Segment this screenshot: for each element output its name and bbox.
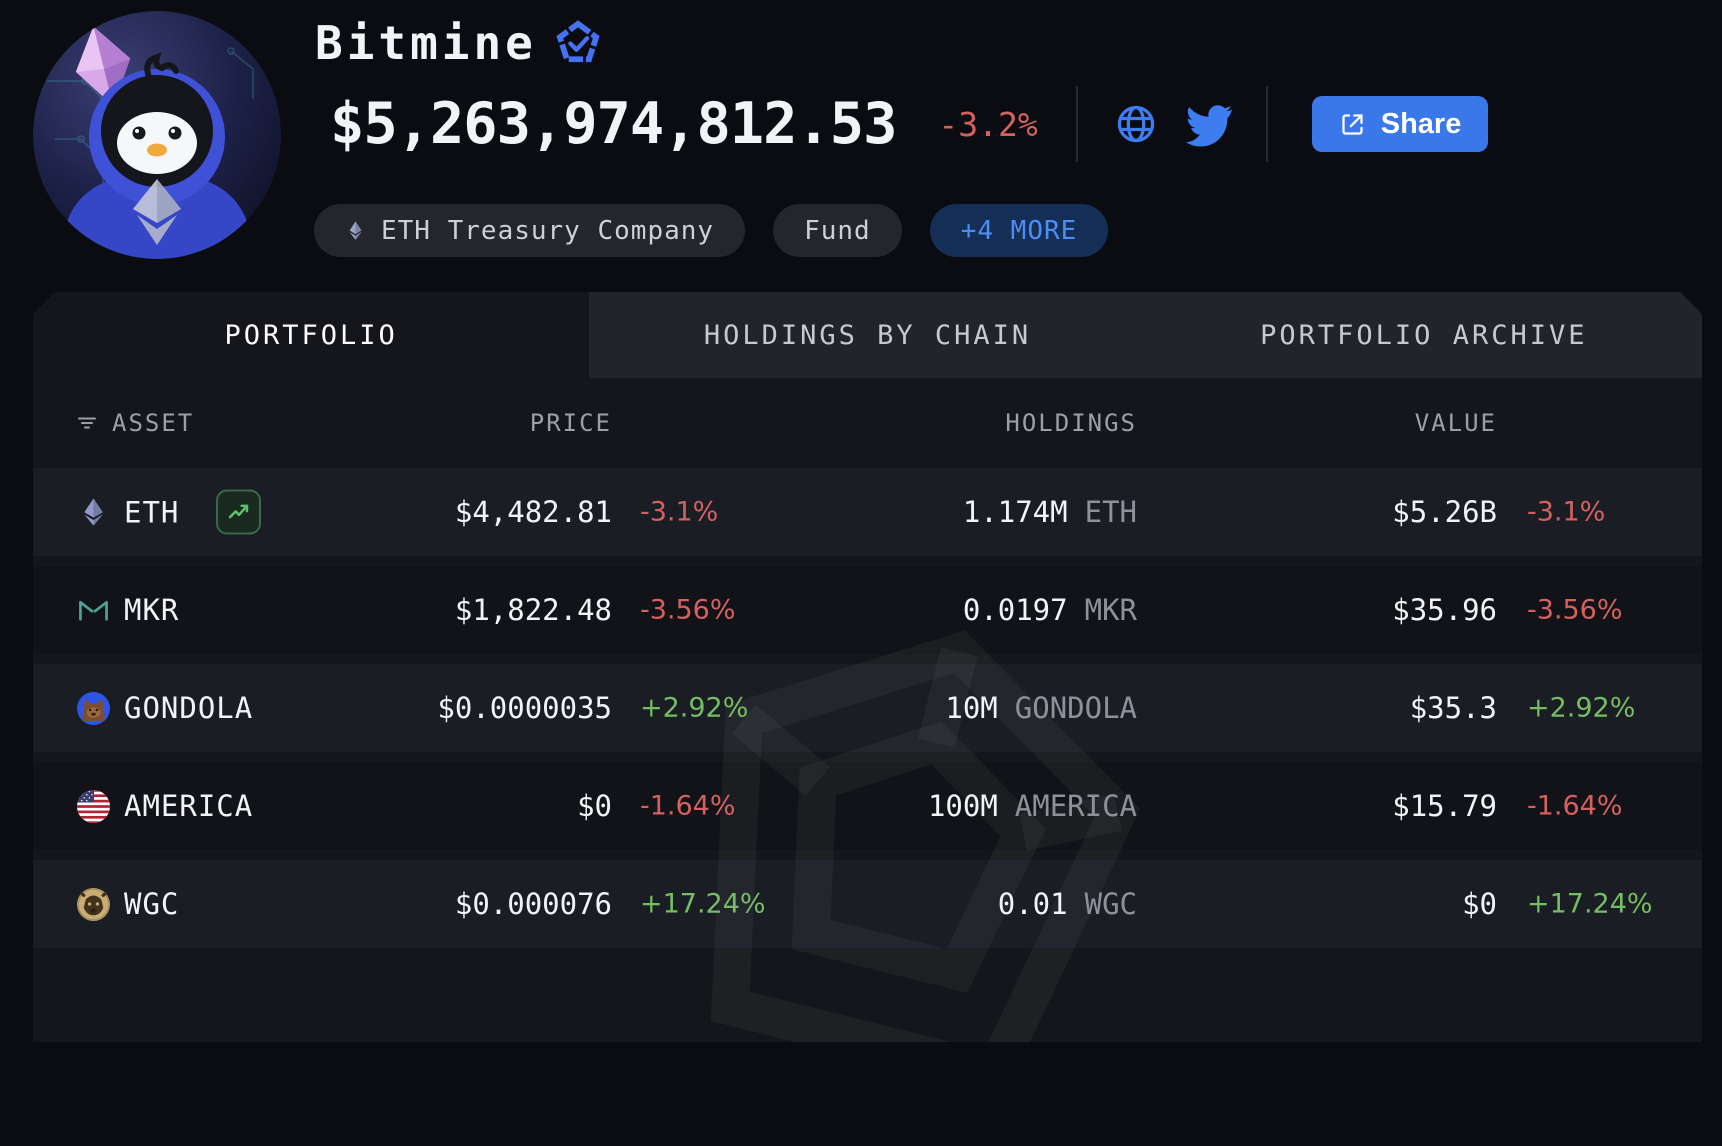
asset-price: $1,822.48 — [454, 593, 612, 627]
portfolio-panel: PORTFOLIO HOLDINGS BY CHAIN PORTFOLIO AR… — [33, 292, 1702, 1042]
gondola-icon — [75, 690, 111, 726]
mkr-icon — [75, 592, 111, 628]
america-icon — [75, 788, 111, 824]
tag-label: +4 MORE — [960, 215, 1078, 246]
tag-label: Fund — [804, 215, 871, 246]
asset-value: $0 — [1462, 887, 1497, 921]
total-change-percent: -3.2% — [938, 104, 1038, 144]
asset-value: $15.79 — [1392, 789, 1497, 823]
table-row[interactable]: GONDOLA $0.0000035 +2.92% 10M GONDOLA $35… — [33, 664, 1702, 752]
globe-icon — [1114, 102, 1158, 146]
asset-value-change: +17.24% — [1527, 888, 1653, 920]
asset-holdings: 0.0197 MKR — [33, 593, 1137, 627]
table-row[interactable]: ETH $4,482.81 -3.1% 1.174M ETH $5.26B -3.… — [33, 468, 1702, 556]
asset-price: $0.000076 — [454, 887, 612, 921]
holdings-ticker: ETH — [1084, 495, 1137, 529]
column-header-price[interactable]: PRICE — [529, 409, 612, 437]
divider — [1075, 86, 1078, 162]
tab-bar: PORTFOLIO HOLDINGS BY CHAIN PORTFOLIO AR… — [33, 292, 1702, 378]
tag-eth-treasury-company: ETH Treasury Company — [314, 204, 746, 257]
asset-price: $0 — [577, 789, 612, 823]
holdings-amount: 0.01 — [997, 887, 1068, 921]
tab-holdings-by-chain[interactable]: HOLDINGS BY CHAIN — [589, 292, 1145, 378]
asset-value-change: +2.92% — [1527, 692, 1636, 724]
twitter-icon — [1185, 101, 1232, 147]
asset-name: AMERICA — [124, 789, 254, 823]
column-header-value[interactable]: VALUE — [1414, 409, 1497, 437]
table-header: ASSET PRICE HOLDINGS VALUE — [33, 378, 1702, 468]
asset-value-change: -3.1% — [1527, 496, 1606, 528]
column-header-holdings[interactable]: HOLDINGS — [1005, 409, 1137, 437]
column-header-asset[interactable]: ASSET — [112, 409, 195, 437]
asset-name: GONDOLA — [124, 691, 254, 725]
asset-price-change: -3.1% — [640, 496, 719, 528]
tag-fund: Fund — [773, 204, 902, 257]
twitter-link[interactable] — [1185, 101, 1232, 147]
table-row[interactable]: MKR $1,822.48 -3.56% 0.0197 MKR $35.96 -3… — [33, 566, 1702, 654]
holdings-ticker: WGC — [1084, 887, 1137, 921]
profile-name: Bitmine — [315, 16, 537, 70]
avatar — [33, 11, 281, 259]
asset-holdings: 10M GONDOLA — [33, 691, 1137, 725]
share-button[interactable]: Share — [1311, 96, 1489, 152]
asset-name: WGC — [124, 887, 180, 921]
table-row[interactable]: WGC $0.000076 +17.24% 0.01 WGC $0 +17.24% — [33, 860, 1702, 948]
asset-value: $35.96 — [1392, 593, 1497, 627]
tag-list: ETH Treasury Company Fund +4 MORE — [314, 204, 1109, 257]
asset-price-change: -3.56% — [640, 594, 736, 626]
total-portfolio-value: $5,263,974,812.53 — [330, 91, 897, 157]
table-rows: ETH $4,482.81 -3.1% 1.174M ETH $5.26B -3.… — [33, 468, 1702, 948]
asset-name: MKR — [124, 593, 180, 627]
tab-portfolio-archive[interactable]: PORTFOLIO ARCHIVE — [1146, 292, 1702, 378]
holdings-amount: 1.174M — [962, 495, 1068, 529]
website-link[interactable] — [1114, 102, 1158, 146]
external-link-icon — [1339, 111, 1366, 138]
share-button-label: Share — [1380, 107, 1462, 140]
filter-icon[interactable] — [75, 411, 99, 435]
asset-price: $4,482.81 — [454, 495, 612, 529]
holdings-amount: 100M — [927, 789, 998, 823]
holdings-amount: 0.0197 — [962, 593, 1068, 627]
table-row[interactable]: AMERICA $0 -1.64% 100M AMERICA $15.79 -1.… — [33, 762, 1702, 850]
asset-holdings: 100M AMERICA — [33, 789, 1137, 823]
asset-price-change: +17.24% — [640, 888, 766, 920]
asset-name: ETH — [124, 495, 180, 529]
trending-up-icon — [225, 499, 252, 526]
asset-value: $35.3 — [1409, 691, 1497, 725]
holdings-amount: 10M — [945, 691, 998, 725]
price-chart-button[interactable] — [216, 490, 261, 535]
holdings-ticker: GONDOLA — [1014, 691, 1137, 725]
tag-label: ETH Treasury Company — [381, 215, 715, 246]
tab-portfolio[interactable]: PORTFOLIO — [33, 292, 589, 378]
eth-icon — [345, 220, 366, 241]
eth-icon — [75, 494, 111, 530]
divider — [1265, 86, 1268, 162]
holdings-ticker: AMERICA — [1014, 789, 1137, 823]
asset-holdings: 0.01 WGC — [33, 887, 1137, 921]
asset-price-change: +2.92% — [640, 692, 749, 724]
wgc-icon — [75, 886, 111, 922]
asset-value-change: -1.64% — [1527, 790, 1623, 822]
holdings-ticker: MKR — [1084, 593, 1137, 627]
verified-badge-icon — [555, 20, 601, 66]
asset-price-change: -1.64% — [640, 790, 736, 822]
asset-holdings: 1.174M ETH — [33, 495, 1137, 529]
tag-more-button[interactable]: +4 MORE — [929, 204, 1109, 257]
asset-value-change: -3.56% — [1527, 594, 1623, 626]
asset-price: $0.0000035 — [437, 691, 612, 725]
asset-value: $5.26B — [1392, 495, 1497, 529]
